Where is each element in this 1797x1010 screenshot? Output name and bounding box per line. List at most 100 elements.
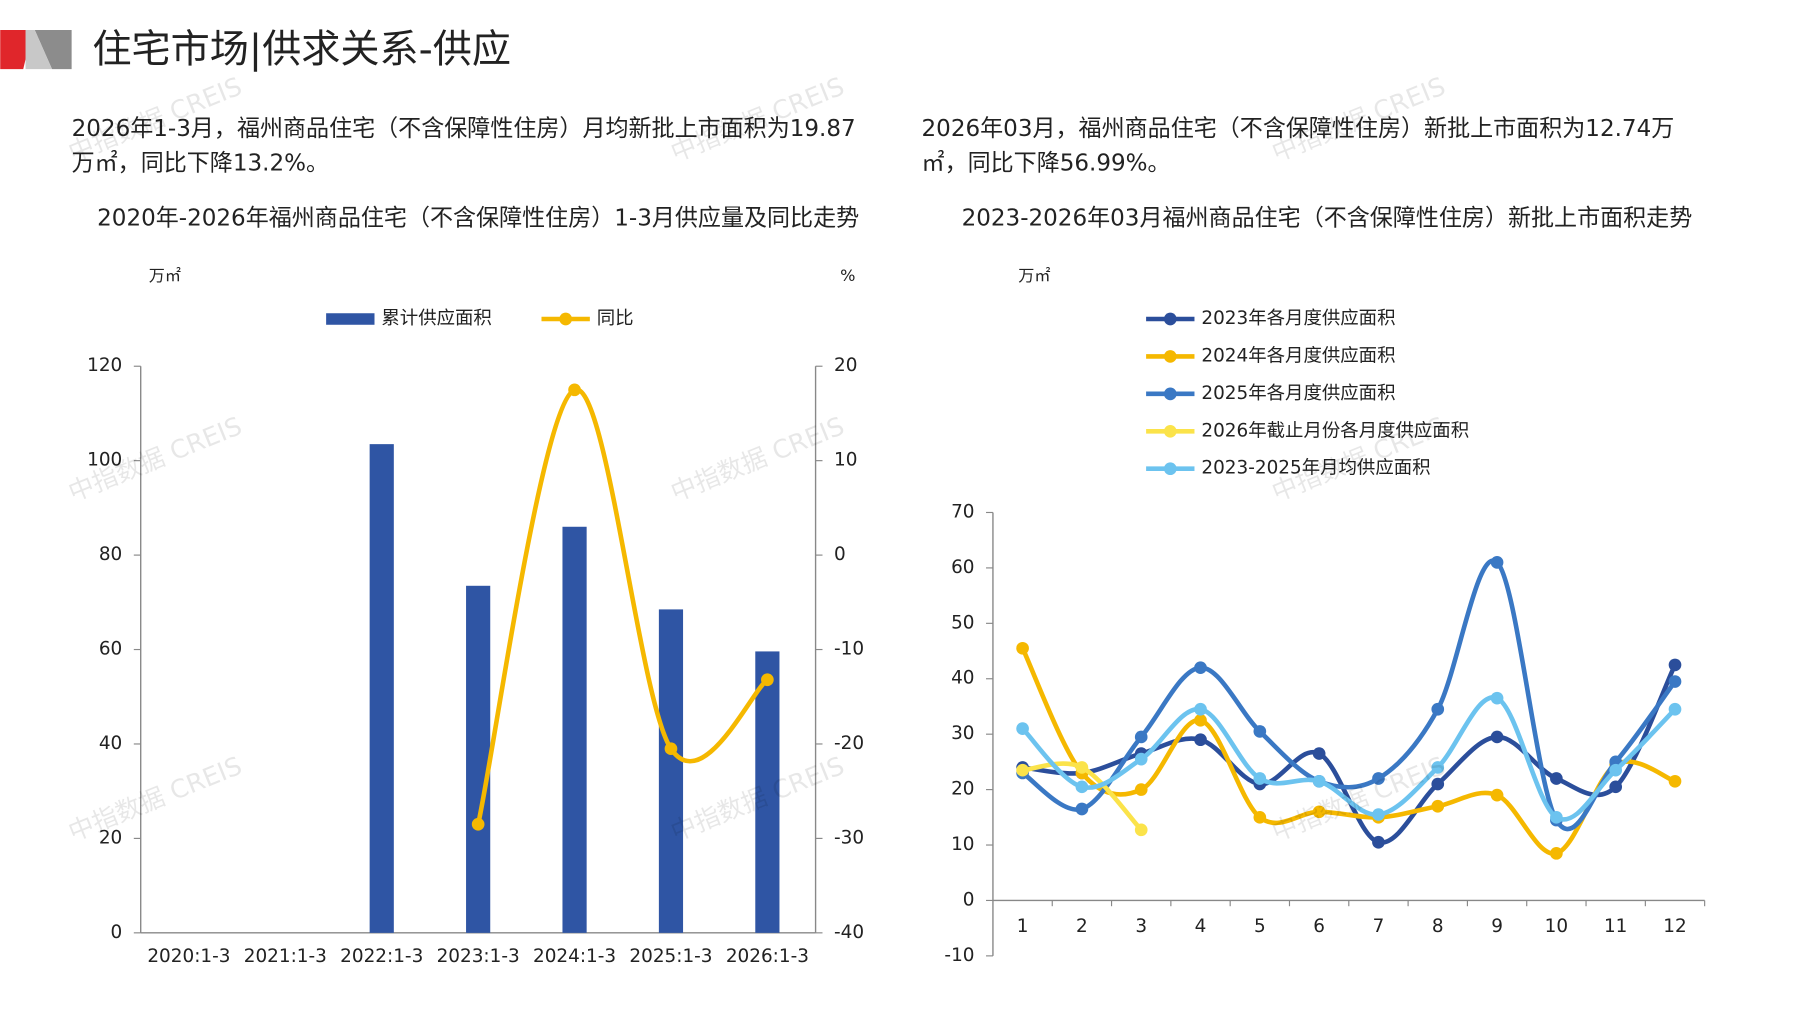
- y2-tick-label: -30: [834, 827, 864, 848]
- y-tick-label: 20: [99, 827, 122, 848]
- x-tick-label: 7: [1373, 916, 1385, 937]
- logo-red: [0, 29, 33, 70]
- y-tick-label: 60: [99, 639, 122, 660]
- point: [761, 673, 774, 687]
- chart-title: 2023-2026年03月福州商品住宅（不含保障性住房）新批上市面积走势: [961, 203, 1693, 232]
- watermark: 中指数据 CREIS: [64, 750, 246, 847]
- line: [475, 387, 769, 825]
- legend-swatch: [1163, 387, 1177, 401]
- point: [1668, 675, 1682, 688]
- y-tick-label: 100: [87, 450, 122, 471]
- y2-unit: %: [840, 266, 855, 285]
- point: [1134, 783, 1148, 796]
- legend-label: 2025年各月度供应面积: [1201, 383, 1395, 404]
- point: [1312, 805, 1326, 819]
- point: [1016, 641, 1029, 655]
- bar: [658, 609, 684, 933]
- x-tick-label: 5: [1254, 916, 1266, 937]
- chart-title-box: 2020年-2026年福州商品住宅（不含保障性住房）1-3月供应量及同比走势: [97, 203, 860, 232]
- point: [1372, 835, 1385, 849]
- page-title: 住宅市场|供求关系-供应: [92, 27, 511, 72]
- x-tick-label: 2020:1-3: [147, 946, 230, 967]
- point: [1490, 556, 1504, 569]
- watermark: 中指数据 CREIS: [666, 410, 848, 507]
- bar: [755, 651, 780, 933]
- point: [1550, 847, 1563, 860]
- point: [1372, 772, 1385, 785]
- logo-light: [25, 29, 53, 70]
- bar: [466, 585, 491, 933]
- x-tick-label: 2021:1-3: [244, 946, 327, 967]
- x-tick-label: 6: [1313, 916, 1325, 937]
- paragraph: 2026年03月，福州商品住宅（不含保障性住房）新批上市面积为12.74万㎡，同…: [921, 114, 1675, 177]
- point: [1668, 658, 1682, 672]
- point: [1194, 661, 1207, 675]
- y-tick-label: 50: [951, 612, 974, 633]
- y-tick-label: 80: [99, 544, 122, 565]
- legend-swatch: [1163, 350, 1177, 363]
- logo-gray: [34, 29, 72, 70]
- point: [1075, 780, 1089, 794]
- x-tick-label: 9: [1491, 916, 1503, 937]
- point: [1372, 808, 1385, 821]
- point: [1016, 763, 1029, 777]
- x-tick-label: 4: [1195, 916, 1207, 937]
- legend-label: 2023-2025年月均供应面积: [1201, 458, 1430, 479]
- point: [1431, 777, 1445, 791]
- x-tick-label: 2022:1-3: [340, 946, 423, 967]
- chart-title: 2020年-2026年福州商品住宅（不含保障性住房）1-3月供应量及同比走势: [97, 203, 860, 232]
- point: [1431, 761, 1445, 774]
- y2-tick-label: 20: [834, 355, 857, 376]
- point: [1134, 730, 1148, 744]
- x-tick-label: 2025:1-3: [629, 946, 712, 967]
- point: [664, 742, 678, 756]
- y2-tick-label: -20: [834, 733, 864, 754]
- point: [1075, 761, 1089, 774]
- y-tick-label: 120: [87, 355, 122, 376]
- legend-swatch: [1163, 462, 1177, 476]
- y-tick-label: 10: [951, 834, 974, 855]
- paragraph: 2026年1-3月，福州商品住宅（不含保障性住房）月均新批上市面积为19.87万…: [71, 114, 856, 177]
- y2-tick-label: -40: [834, 922, 864, 943]
- x-tick-label: 8: [1432, 916, 1444, 937]
- y2-tick-label: -10: [834, 639, 864, 660]
- x-tick-label: 3: [1135, 916, 1147, 937]
- point: [1134, 823, 1148, 837]
- x-tick-label: 2: [1076, 916, 1088, 937]
- point: [1550, 810, 1563, 824]
- legend-label: 2026年截止月份各月度供应面积: [1201, 420, 1469, 441]
- point: [1253, 725, 1267, 738]
- point: [1490, 730, 1504, 744]
- bar: [369, 444, 394, 933]
- legend-label: 同比: [597, 308, 634, 329]
- point: [568, 383, 581, 397]
- y-unit: 万㎡: [1018, 266, 1050, 285]
- y-tick-label: 60: [951, 557, 974, 578]
- x-tick-label: 2023:1-3: [437, 946, 520, 967]
- legend-label: 2023年各月度供应面积: [1201, 308, 1395, 329]
- y-unit: 万㎡: [149, 266, 181, 285]
- point: [1668, 702, 1682, 716]
- chart-title-box: 2023-2026年03月福州商品住宅（不含保障性住房）新批上市面积走势: [961, 203, 1693, 232]
- y-tick-label: 40: [951, 668, 974, 689]
- legend-swatch: [1163, 312, 1177, 326]
- legend-label: 2024年各月度供应面积: [1201, 345, 1395, 366]
- x-tick-label: 10: [1545, 916, 1568, 937]
- point: [1253, 772, 1267, 785]
- point: [1253, 810, 1267, 824]
- point: [1194, 733, 1207, 747]
- y-tick-label: 70: [951, 501, 974, 522]
- point: [1490, 788, 1504, 802]
- point: [1609, 780, 1623, 794]
- y-tick-label: -10: [944, 945, 974, 966]
- point: [1431, 799, 1445, 813]
- point: [1312, 774, 1326, 788]
- y2-tick-label: 0: [834, 544, 846, 565]
- paragraph-box: 2026年1-3月，福州商品住宅（不含保障性住房）月均新批上市面积为19.87万…: [71, 114, 856, 177]
- y2-tick-label: 10: [834, 450, 857, 471]
- y-tick-label: 0: [111, 922, 123, 943]
- point: [1194, 713, 1207, 727]
- x-tick-label: 2026:1-3: [726, 946, 809, 967]
- point: [1194, 702, 1207, 716]
- bar: [562, 526, 587, 933]
